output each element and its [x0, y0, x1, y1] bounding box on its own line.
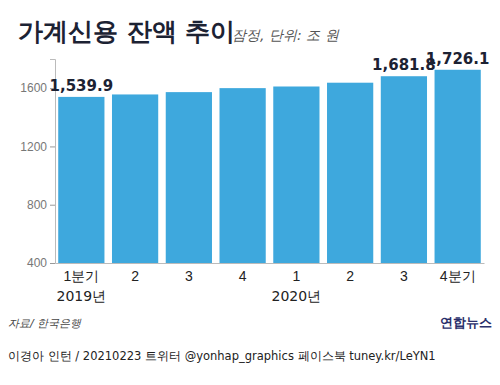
y-tick-label: 1200 [20, 140, 47, 154]
x-tick: 3 [185, 263, 193, 284]
bar [166, 92, 212, 263]
x-axis-line [56, 263, 485, 264]
y-tick-mark [50, 263, 55, 264]
x-tick-label: 1 [292, 268, 300, 284]
x-tick: 4분기 [440, 263, 476, 284]
y-tick-label: 400 [27, 256, 47, 270]
bar [58, 97, 104, 263]
y-tick: 800 [27, 198, 55, 212]
y-tick: 400 [27, 256, 55, 270]
source: 자료/ 한국은행 [8, 317, 82, 330]
x-tick: 1 [292, 263, 300, 284]
x-tick-label: 1분기 [63, 268, 99, 284]
x-axis: 1분기 2 3 4 1 2 3 4분기 [56, 263, 485, 284]
y-tick-label: 1600 [20, 81, 47, 95]
data-label: 1,726.1 [426, 50, 490, 68]
bar [381, 76, 427, 263]
x-tick-label: 4 [239, 268, 247, 284]
group-label: 2020년 [272, 288, 322, 304]
y-tick-mark [50, 205, 55, 206]
x-tick-label: 3 [185, 268, 193, 284]
y-tick-mark [50, 146, 55, 147]
title: 가계신용 잔액 추이 [18, 17, 235, 46]
x-tick: 2 [131, 263, 139, 284]
x-tick-label: 4분기 [440, 268, 476, 284]
data-label: 1,539.9 [50, 77, 114, 95]
x-tick-label: 3 [400, 268, 408, 284]
y-tick: 1200 [20, 140, 55, 154]
x-tick-label: 2 [346, 268, 354, 284]
logo: 연합뉴스 [440, 315, 492, 330]
subtitle: 잠정, 단위: 조 원 [232, 27, 340, 43]
bar [273, 86, 319, 263]
group-label: 2019년 [57, 288, 107, 304]
x-tick: 2 [346, 263, 354, 284]
credit: 이경아 인턴 / 20210223 트위터 @yonhap_graphics 페… [8, 349, 436, 363]
x-tick-label: 2 [131, 268, 139, 284]
x-tick: 3 [400, 263, 408, 284]
group-labels: 2019년 2020년 [57, 288, 322, 304]
bar [112, 94, 158, 263]
x-tick: 4 [239, 263, 247, 284]
bars [58, 70, 481, 263]
x-tick: 1분기 [63, 263, 99, 284]
bar [327, 83, 373, 263]
y-tick-label: 800 [27, 198, 47, 212]
bar [435, 70, 481, 263]
bar [220, 88, 266, 263]
chart: 가계신용 잔액 추이잠정, 단위: 조 원 400 800 1200 16001,539… [0, 0, 500, 385]
data-labels: 1,539.91,681.81,726.1 [50, 50, 490, 95]
